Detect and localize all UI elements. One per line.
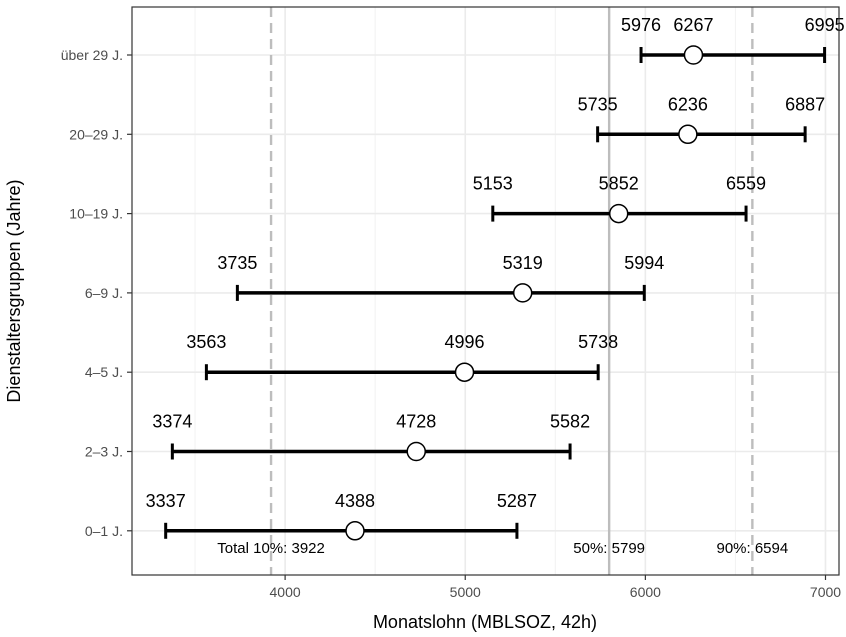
reference-label: 90%: 6594 [716, 540, 788, 557]
reference-lines [269, 7, 754, 575]
x-tick-label: 5000 [450, 584, 481, 600]
median-marker [608, 203, 629, 224]
label-low: 5976 [621, 15, 661, 35]
label-median: 4388 [335, 491, 375, 511]
median-marker [512, 283, 533, 303]
y-tick-label: 4–5 J. [85, 364, 123, 380]
y-tick-label: 2–3 J. [85, 444, 123, 460]
y-tick-label: über 29 J. [61, 47, 123, 63]
x-tick-label: 4000 [270, 584, 301, 600]
error-bars [164, 45, 827, 541]
label-high: 6995 [805, 15, 845, 35]
label-high: 5287 [497, 491, 537, 511]
panel-background [132, 7, 839, 575]
label-median: 6267 [673, 15, 713, 35]
label-high: 5582 [550, 412, 590, 432]
y-tick-label: 0–1 J. [85, 523, 123, 539]
label-median: 5319 [503, 253, 543, 273]
y-tick-label: 6–9 J. [85, 285, 123, 301]
label-median: 4996 [444, 332, 484, 352]
median-marker [683, 45, 704, 65]
label-low: 3374 [152, 412, 192, 432]
median-marker [406, 441, 426, 462]
label-high: 5994 [624, 253, 664, 273]
label-high: 6559 [726, 174, 766, 194]
reference-label: 50%: 5799 [573, 540, 645, 557]
x-tick-label: 7000 [810, 584, 841, 600]
reference-labels: Total 10%: 3922 50%: 5799 90%: 6594 [217, 540, 788, 557]
label-low: 3563 [186, 332, 226, 352]
label-median: 4728 [396, 412, 436, 432]
label-high: 5738 [578, 332, 618, 352]
median-marker [678, 124, 698, 145]
median-marker [454, 362, 475, 382]
data-labels: 3337 4388 5287 3374 4728 5582 3563 4996 5738 3735… [146, 15, 845, 511]
x-axis-title: Monatslohn (MBLSOZ, 42h) [373, 612, 597, 632]
panel-border [131, 6, 840, 576]
label-low: 3337 [146, 491, 186, 511]
label-low: 3735 [217, 253, 257, 273]
label-low: 5153 [473, 174, 513, 194]
y-axis: 0–1 J. 2–3 J. 4–5 J. 6–9 J. 10–19 J. 20–29 J.… [61, 47, 132, 539]
label-median: 6236 [668, 94, 708, 114]
label-high: 6887 [785, 94, 825, 114]
reference-label: Total 10%: 3922 [217, 540, 325, 557]
y-axis-title: Dienstaltersgruppen (Jahre) [4, 179, 24, 402]
label-low: 5735 [578, 94, 618, 114]
y-tick-label: 10–19 J. [69, 206, 123, 222]
x-tick-label: 6000 [630, 584, 661, 600]
y-tick-label: 20–29 J. [69, 126, 123, 142]
x-axis: 4000 5000 6000 7000 [270, 575, 841, 600]
label-median: 5852 [599, 174, 639, 194]
median-marker [345, 521, 365, 541]
